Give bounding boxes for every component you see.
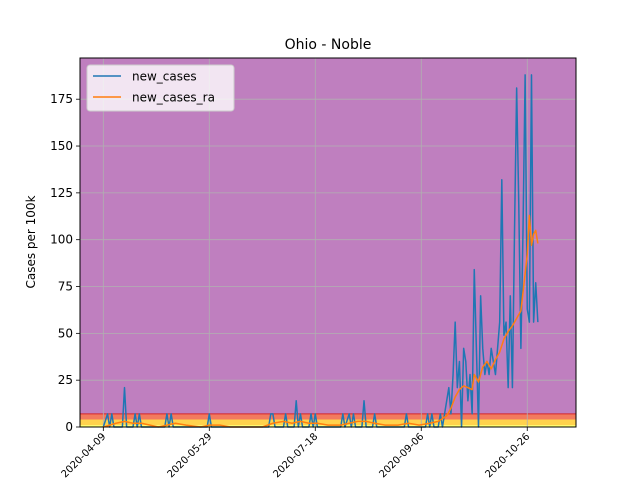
y-tick-label-6: 150 xyxy=(50,139,73,153)
y-tick-label-2: 50 xyxy=(58,326,73,340)
legend-box xyxy=(86,64,235,112)
legend-label-new-cases: new_cases xyxy=(132,70,197,84)
series-line-new-cases xyxy=(102,74,539,428)
chart-title: Ohio - Noble xyxy=(285,37,372,53)
y-tick-label-5: 125 xyxy=(50,186,73,200)
y-tick-label-4: 100 xyxy=(50,233,73,247)
band-3 xyxy=(80,58,576,414)
y-tick-label-3: 75 xyxy=(58,280,73,294)
series-lines xyxy=(102,74,539,428)
y-tick-label-0: 0 xyxy=(65,420,73,434)
y-axis-ticks: 0 25 50 75 100 125 150 175 xyxy=(50,92,80,434)
band-0 xyxy=(80,425,576,427)
series-line-new-cases-ra xyxy=(103,214,539,428)
legend: new_cases new_cases_ra xyxy=(86,64,235,112)
band-1 xyxy=(80,419,576,426)
risk-bands xyxy=(80,58,576,427)
y-tick-label-1: 25 xyxy=(58,373,73,387)
band-2 xyxy=(80,413,576,420)
y-tick-label-7: 175 xyxy=(50,92,73,106)
y-axis-label: Cases per 100k xyxy=(24,195,38,288)
plot-frame xyxy=(79,57,577,428)
legend-label-new-cases-ra: new_cases_ra xyxy=(132,91,215,105)
